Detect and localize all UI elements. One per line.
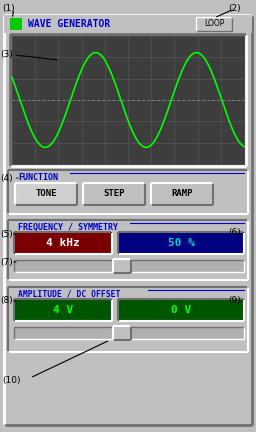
Text: 4 V: 4 V	[53, 305, 73, 315]
Bar	[14, 299, 112, 321]
Text: AMPLITUDE / DC OFFSET: AMPLITUDE / DC OFFSET	[18, 289, 120, 299]
Text: (3): (3)	[0, 50, 13, 58]
Text: 50 %: 50 %	[167, 238, 195, 248]
Bar	[12, 36, 244, 164]
Bar	[151, 183, 213, 205]
Text: (4): (4)	[0, 174, 13, 182]
Text: FREQUENCY / SYMMETRY: FREQUENCY / SYMMETRY	[18, 222, 118, 232]
Text: (6): (6)	[228, 228, 241, 236]
Text: (1): (1)	[2, 3, 15, 13]
Text: (8): (8)	[0, 296, 13, 305]
Bar	[4, 15, 252, 33]
Text: STEP: STEP	[103, 190, 125, 198]
Text: (10): (10)	[2, 375, 20, 384]
Bar	[196, 17, 232, 31]
Text: WAVE GENERATOR: WAVE GENERATOR	[28, 19, 110, 29]
Text: FUNCTION: FUNCTION	[18, 172, 58, 181]
Bar	[8, 287, 248, 352]
Text: LOOP: LOOP	[204, 19, 224, 29]
Text: 4 kHz: 4 kHz	[46, 238, 80, 248]
Bar	[10, 18, 22, 30]
Text: (2): (2)	[228, 3, 241, 13]
Bar	[15, 183, 77, 205]
Bar	[118, 232, 244, 254]
Bar	[14, 327, 244, 339]
Bar	[118, 299, 244, 321]
Text: 0 V: 0 V	[171, 305, 191, 315]
Bar	[14, 260, 244, 272]
Text: TONE: TONE	[35, 190, 57, 198]
Bar	[113, 259, 131, 273]
Text: (9): (9)	[228, 296, 241, 305]
Bar	[14, 327, 244, 339]
Text: (5): (5)	[0, 229, 13, 238]
Bar	[14, 260, 244, 272]
Bar	[113, 326, 131, 340]
Bar	[83, 183, 145, 205]
Bar	[10, 34, 246, 166]
Bar	[14, 232, 112, 254]
Text: (7): (7)	[0, 257, 13, 267]
Text: RAMP: RAMP	[171, 190, 193, 198]
Bar	[8, 220, 248, 280]
Bar	[8, 170, 248, 214]
